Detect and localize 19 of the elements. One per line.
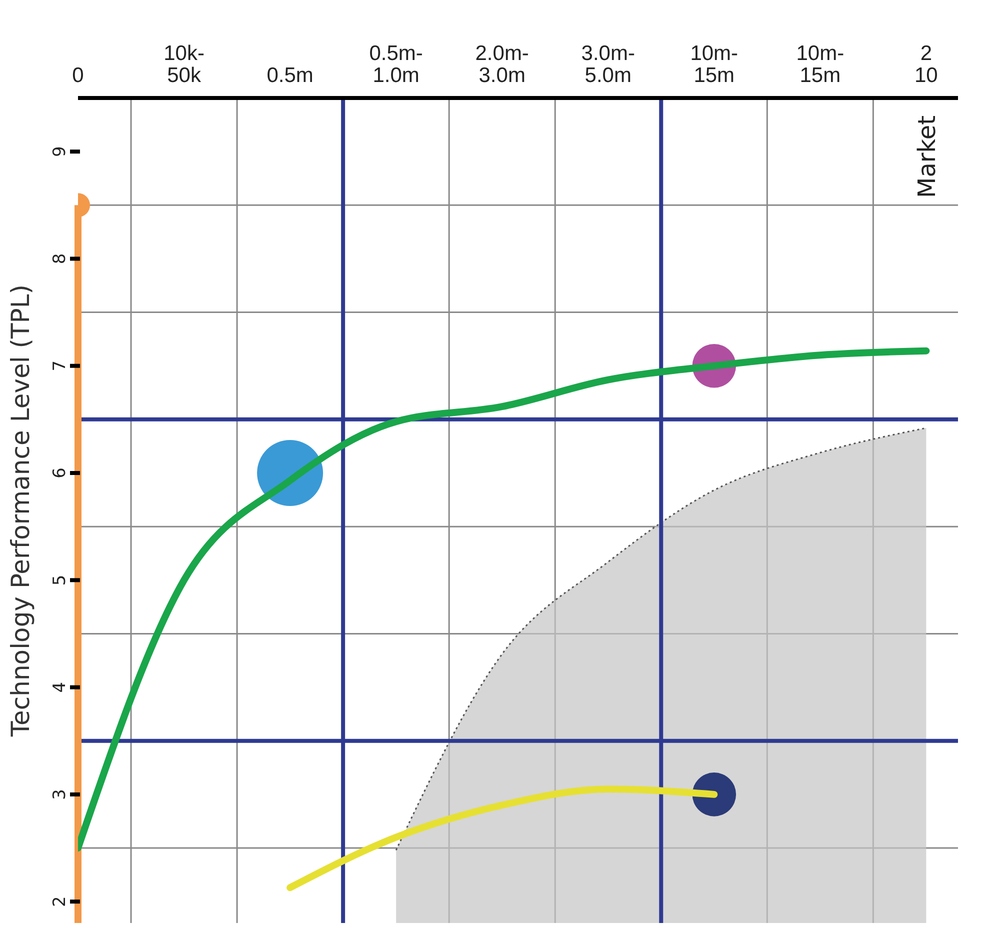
y-tick-label: 2 [50,896,70,907]
y-tick-label: 4 [50,682,70,693]
y-tick-label: 3 [50,789,70,800]
x-tick-label: 3.0m-5.0m [581,42,635,87]
y-tick-label: 5 [50,574,70,586]
x-tick-label: 0.5m [266,64,314,87]
annotation: Market [913,116,941,198]
x-tick-label: 2 10 [914,42,938,87]
x-tick-label: 10k-50k [164,42,204,87]
x-tick-label: 10m-15m [796,42,844,87]
x-tick-label: 0 [72,64,84,87]
x-tick-label: 10m-15m [690,42,738,87]
x-tick-label: 2.0m-3.0m [475,42,529,87]
y-tick-label: 7 [50,360,70,372]
x-tick-label: 0.5m-1.0m [369,42,423,87]
y-tick-label: 8 [50,253,70,264]
y-tick-label: 9 [50,146,70,157]
y-tick-label: 6 [50,468,70,478]
y-axis-title: Technology Performance Level (TPL) [6,284,35,738]
